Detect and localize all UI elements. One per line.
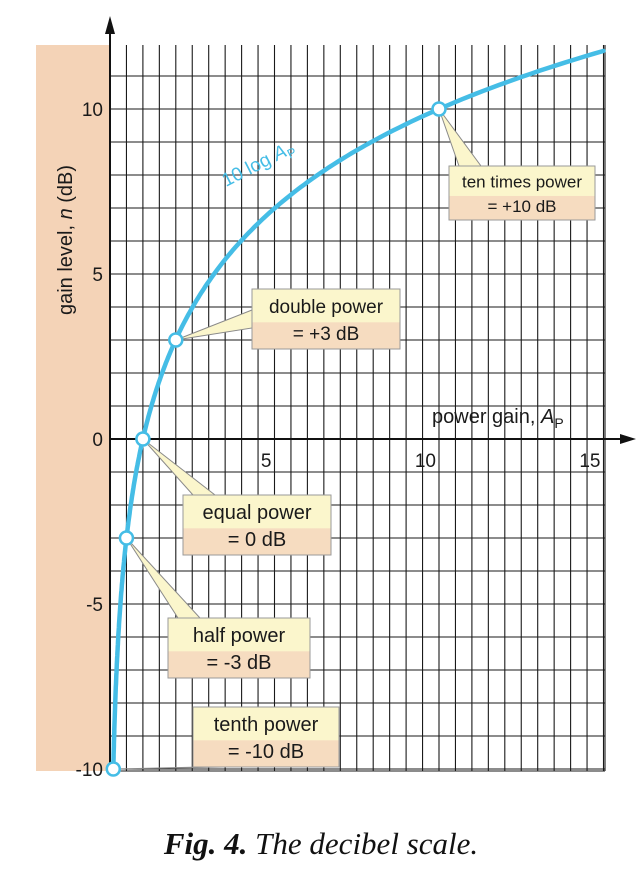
figure-number: Fig. 4.: [163, 826, 248, 861]
figure-caption: Fig. 4. The decibel scale.: [0, 826, 642, 862]
callout-line1: ten times power: [462, 173, 582, 192]
callout-box: [167, 617, 311, 679]
callout-ten-times-power: ten times power = +10 dB: [438, 108, 596, 221]
y-tick-label: 0: [92, 430, 103, 451]
callout-pointer: [438, 108, 482, 167]
y-tick-label: -10: [76, 760, 103, 781]
callout-equal-power: equal power = 0 dB: [142, 438, 332, 556]
callout-double-power: double power = +3 dB: [175, 288, 401, 350]
y-tick-label: -5: [86, 595, 103, 616]
callout-line1: tenth power: [214, 714, 319, 736]
callout-line2: = +10 dB: [487, 197, 556, 216]
x-tick-label: 15: [579, 451, 600, 472]
callouts: ten times power = +10 dB double power = +3 …: [105, 101, 596, 777]
figure-title: The decibel scale.: [247, 826, 479, 861]
callout-line1: half power: [193, 625, 286, 647]
x-tick-label: 10: [415, 451, 436, 472]
y-tick-label: 10: [82, 100, 103, 121]
curve-layer: [111, 48, 606, 772]
callout-line1: equal power: [203, 502, 312, 524]
data-point-half-power: [118, 530, 135, 546]
axes: [105, 16, 636, 771]
callout-box: [251, 288, 401, 350]
y-axis-band: [36, 45, 110, 771]
x-axis-arrow: [620, 434, 636, 444]
data-point-ten-times-power: [431, 101, 447, 117]
x-axis-label: power gain, AP: [432, 406, 564, 431]
callout-box: [182, 494, 332, 556]
grid: [109, 45, 606, 772]
callout-tenth-power: tenth power = -10 dB: [113, 706, 340, 770]
callout-box: [448, 165, 596, 221]
data-point-double-power: [168, 332, 184, 348]
callout-half-power: half power = -3 dB: [126, 537, 311, 679]
callout-line2: = 0 dB: [228, 529, 286, 551]
callout-line2: = -3 dB: [206, 652, 271, 674]
x-tick-label: 5: [261, 451, 272, 472]
y-axis-label: gain level, n (dB): [55, 165, 77, 315]
series-label: 10 log AP: [219, 137, 299, 193]
decibel-chart: 5 10 15 10 5 0 -5 -10 ten times power = +10 dB do…: [36, 16, 636, 781]
callout-box: [192, 706, 340, 768]
data-point-equal-power: [135, 431, 151, 447]
callout-pointer: [142, 438, 217, 496]
y-tick-label: 5: [92, 265, 103, 286]
callout-line1: double power: [269, 297, 384, 318]
series-line-10-log-ap: [111, 48, 606, 772]
callout-line2: = -10 dB: [228, 741, 304, 763]
y-axis-arrow: [105, 16, 115, 34]
tick-labels: 5 10 15 10 5 0 -5 -10: [76, 100, 601, 781]
callout-line2: = +3 dB: [293, 324, 360, 345]
data-point-tenth-power: [105, 761, 122, 777]
